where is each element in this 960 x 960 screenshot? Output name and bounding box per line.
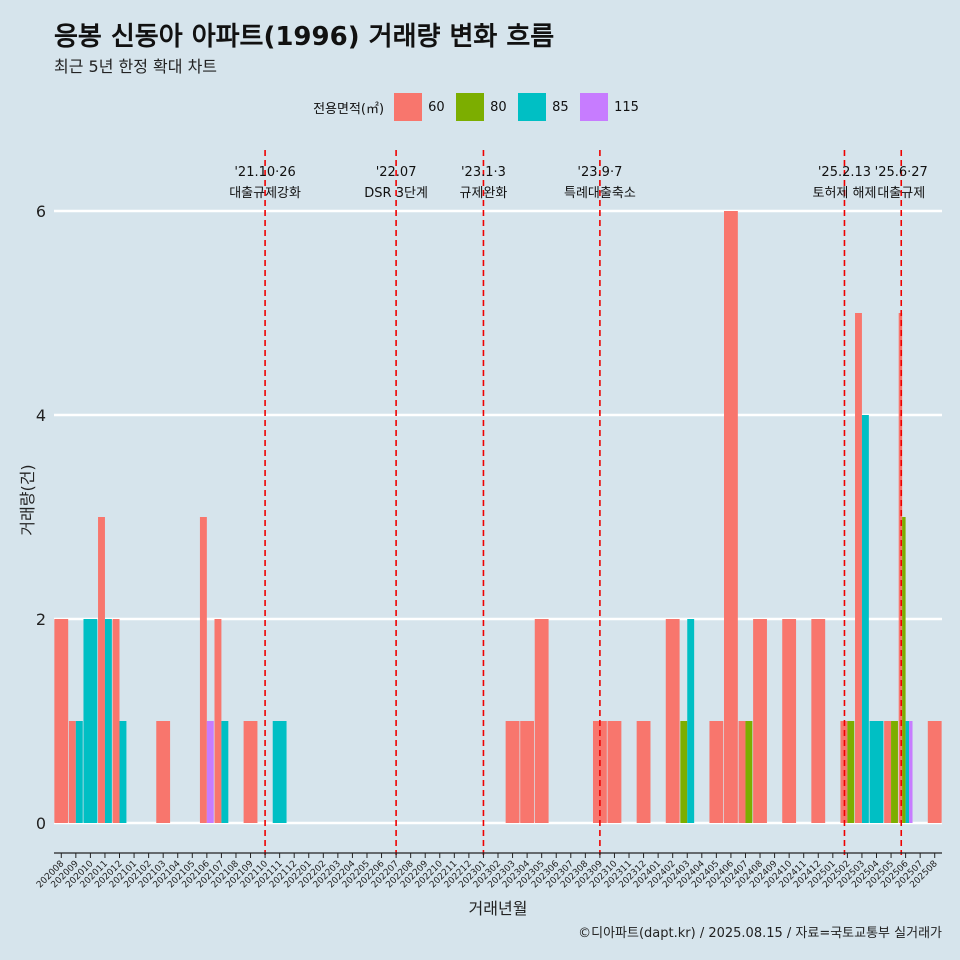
chart-subtitle: 최근 5년 한정 확대 차트 [54, 57, 218, 76]
bar-85-202403 [687, 619, 695, 823]
event-text-label: 특례대출축소 [564, 186, 636, 201]
event-date-label: '21.10·26 [234, 165, 295, 180]
event-date-label: '22.07 [376, 165, 417, 180]
bar-60-202304 [520, 721, 535, 823]
bar-60-202408 [753, 619, 767, 823]
bar-60-202008 [54, 619, 69, 823]
y-tick-label: 2 [36, 610, 46, 629]
bar-80-202506 [902, 517, 906, 823]
bar-60-202406 [724, 211, 738, 823]
bar-80-202502 [847, 721, 855, 823]
legend-title: 전용면적(㎡) [313, 101, 385, 117]
bar-115-202506 [909, 721, 913, 823]
bar-60-202410 [782, 619, 797, 823]
bar-60-202412 [811, 619, 826, 823]
bar-80-202407 [745, 721, 753, 823]
legend-label-85: 85 [552, 99, 569, 115]
bar-60-202011 [98, 517, 105, 823]
bar-60-202303 [505, 721, 520, 823]
x-axis-title: 거래년월 [469, 899, 528, 918]
bar-60-202012 [112, 619, 120, 823]
legend-swatch-60 [394, 93, 423, 121]
bar-60-202508 [927, 721, 942, 823]
bar-60-202310 [607, 721, 622, 823]
bar-60-202503 [855, 313, 862, 823]
bar-60-202009 [68, 721, 76, 823]
event-text-label: 규제완화 [460, 186, 508, 201]
bar-60-202405 [709, 721, 724, 823]
bar-85-202107 [221, 721, 229, 823]
legend-label-60: 60 [428, 99, 445, 115]
event-lines: '21.10·26 대출규제강화 '22.07 DSR 3단계 '23.1·3 규제완화 '… [229, 150, 928, 855]
bar-60-202402 [665, 619, 680, 823]
legend-item-85: 85 [518, 93, 572, 121]
bar-85-202010 [83, 619, 98, 823]
bar-60-202107 [214, 619, 222, 823]
event-date-label: '23.1·3 [461, 165, 506, 180]
bar-85-202111 [272, 721, 287, 823]
bar-115-202106 [206, 721, 214, 823]
bar-85-202506 [905, 721, 910, 823]
legend-swatch-80 [456, 93, 485, 121]
y-tick-label: 4 [36, 406, 46, 425]
legend-swatch-85 [518, 93, 547, 121]
bar-60-202106 [199, 517, 207, 823]
bars [54, 211, 942, 823]
event-date-label: '23.9·7 [577, 165, 622, 180]
bar-60-202506 [898, 313, 903, 823]
bar-80-202505 [891, 721, 898, 823]
bar-80-202403 [680, 721, 688, 823]
legend-item-80: 80 [456, 93, 510, 121]
event-date-label: '25.6·27 [875, 165, 928, 180]
bar-60-202109 [243, 721, 258, 823]
bar-85-202503 [861, 415, 869, 823]
bar-60-202305 [534, 619, 549, 823]
legend-label-80: 80 [490, 99, 507, 115]
bar-60-202312 [636, 721, 651, 823]
bar-85-202504 [869, 721, 884, 823]
bar-85-202009 [75, 721, 83, 823]
bar-60-202103 [156, 721, 171, 823]
axes: 0246202008202009202010202011202012202101… [35, 202, 942, 890]
bar-85-202011 [104, 619, 112, 823]
y-tick-label: 6 [36, 202, 46, 221]
bar-60-202505 [884, 721, 892, 823]
bar-60-202407 [738, 721, 746, 823]
bar-85-202012 [119, 721, 127, 823]
event-text-label: 토허제 해제 [812, 186, 876, 201]
legend: 전용면적(㎡) 60 80 85 115 [0, 93, 960, 121]
legend-label-115: 115 [614, 99, 639, 115]
grid-lines [54, 209, 942, 825]
source-caption: ©디아파트(dapt.kr) / 2025.08.15 / 자료=국토교통부 실… [578, 926, 942, 941]
event-text-label: DSR 3단계 [364, 186, 428, 201]
event-text-label: 대출규제 [877, 186, 925, 201]
y-axis-title: 거래량(건) [18, 464, 37, 535]
legend-item-60: 60 [394, 93, 448, 121]
legend-swatch-115 [580, 93, 609, 121]
chart-title: 응봉 신동아 아파트(1996) 거래량 변화 흐름 [54, 22, 555, 52]
event-date-label: '25.2.13 [818, 165, 871, 180]
event-text-label: 대출규제강화 [229, 186, 301, 201]
legend-item-115: 115 [580, 93, 639, 121]
y-tick-label: 0 [36, 814, 46, 833]
